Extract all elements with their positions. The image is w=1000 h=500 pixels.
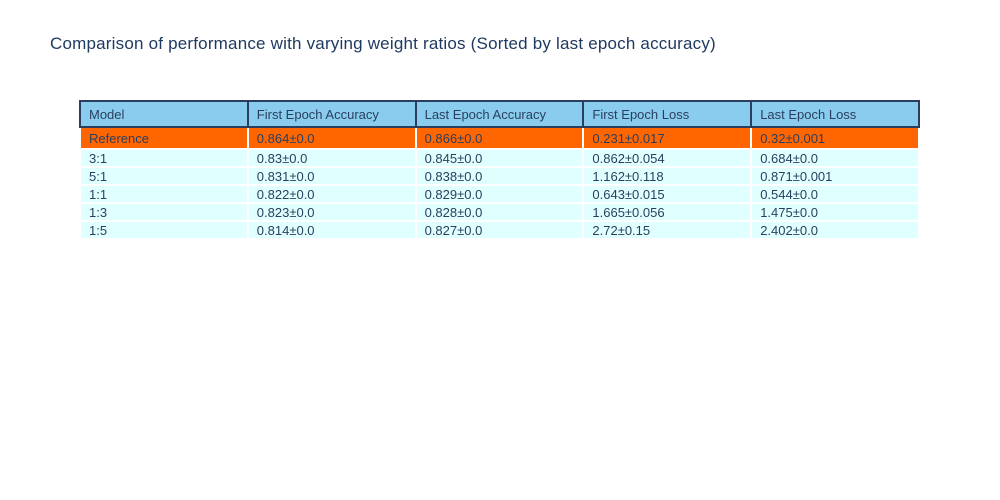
comparison-table: Model First Epoch Accuracy Last Epoch Ac… — [79, 100, 920, 240]
column-header-model: Model — [79, 100, 249, 128]
column-header-first-epoch-loss: First Epoch Loss — [582, 100, 753, 128]
cell-first-epoch-loss: 2.72±0.15 — [582, 220, 753, 240]
cell-last-epoch-accuracy: 0.866±0.0 — [414, 126, 585, 150]
cell-model: 1:5 — [79, 220, 249, 240]
table-row-1-5: 1:5 0.814±0.0 0.827±0.0 2.72±0.15 2.402±… — [79, 220, 920, 240]
cell-first-epoch-accuracy: 0.864±0.0 — [246, 126, 417, 150]
cell-model: Reference — [79, 126, 249, 150]
page-title: Comparison of performance with varying w… — [50, 34, 716, 53]
cell-first-epoch-accuracy: 0.814±0.0 — [246, 220, 417, 240]
table-row-reference: Reference 0.864±0.0 0.866±0.0 0.231±0.01… — [79, 126, 920, 150]
cell-first-epoch-accuracy: 0.831±0.0 — [246, 166, 417, 186]
cell-model: 1:1 — [79, 184, 249, 204]
cell-first-epoch-loss: 1.162±0.118 — [582, 166, 753, 186]
table-row-5-1: 5:1 0.831±0.0 0.838±0.0 1.162±0.118 0.87… — [79, 166, 920, 186]
cell-last-epoch-loss: 0.684±0.0 — [750, 148, 920, 168]
cell-last-epoch-loss: 2.402±0.0 — [750, 220, 920, 240]
table-row-1-3: 1:3 0.823±0.0 0.828±0.0 1.665±0.056 1.47… — [79, 202, 920, 222]
cell-first-epoch-loss: 0.231±0.017 — [582, 126, 753, 150]
cell-last-epoch-loss: 0.871±0.001 — [750, 166, 920, 186]
column-header-first-epoch-accuracy: First Epoch Accuracy — [246, 100, 417, 128]
cell-model: 5:1 — [79, 166, 249, 186]
cell-first-epoch-accuracy: 0.822±0.0 — [246, 184, 417, 204]
cell-last-epoch-accuracy: 0.827±0.0 — [414, 220, 585, 240]
cell-first-epoch-accuracy: 0.83±0.0 — [246, 148, 417, 168]
cell-model: 1:3 — [79, 202, 249, 222]
cell-last-epoch-accuracy: 0.845±0.0 — [414, 148, 585, 168]
cell-first-epoch-accuracy: 0.823±0.0 — [246, 202, 417, 222]
cell-first-epoch-loss: 1.665±0.056 — [582, 202, 753, 222]
cell-last-epoch-accuracy: 0.838±0.0 — [414, 166, 585, 186]
header-row: Model First Epoch Accuracy Last Epoch Ac… — [79, 100, 920, 128]
table-row-1-1: 1:1 0.822±0.0 0.829±0.0 0.643±0.015 0.54… — [79, 184, 920, 204]
cell-last-epoch-loss: 1.475±0.0 — [750, 202, 920, 222]
cell-last-epoch-accuracy: 0.829±0.0 — [414, 184, 585, 204]
column-header-last-epoch-loss: Last Epoch Loss — [750, 100, 920, 128]
cell-first-epoch-loss: 0.643±0.015 — [582, 184, 753, 204]
table-row-3-1: 3:1 0.83±0.0 0.845±0.0 0.862±0.054 0.684… — [79, 148, 920, 168]
cell-model: 3:1 — [79, 148, 249, 168]
column-header-last-epoch-accuracy: Last Epoch Accuracy — [414, 100, 585, 128]
cell-last-epoch-accuracy: 0.828±0.0 — [414, 202, 585, 222]
cell-last-epoch-loss: 0.544±0.0 — [750, 184, 920, 204]
cell-last-epoch-loss: 0.32±0.001 — [750, 126, 920, 150]
cell-first-epoch-loss: 0.862±0.054 — [582, 148, 753, 168]
